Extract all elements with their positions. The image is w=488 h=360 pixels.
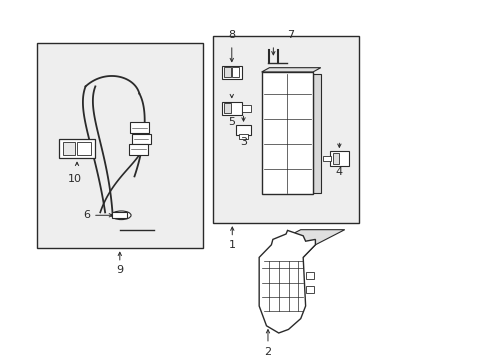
Text: 8: 8 bbox=[228, 30, 235, 40]
Bar bbox=[132, 134, 150, 144]
Text: 9: 9 bbox=[116, 265, 123, 275]
Bar bbox=[212, 36, 359, 223]
Bar bbox=[323, 156, 330, 161]
Polygon shape bbox=[261, 68, 320, 72]
Bar bbox=[261, 72, 312, 194]
Bar bbox=[37, 43, 203, 248]
Text: 3: 3 bbox=[240, 137, 246, 147]
Bar bbox=[112, 212, 127, 218]
Bar bbox=[221, 66, 242, 79]
Bar bbox=[59, 139, 95, 158]
Bar bbox=[329, 151, 348, 166]
Bar bbox=[224, 103, 230, 113]
Bar bbox=[242, 105, 250, 112]
Bar bbox=[128, 144, 148, 155]
Bar bbox=[62, 142, 75, 155]
Text: 6: 6 bbox=[83, 210, 90, 220]
Ellipse shape bbox=[111, 211, 131, 220]
Text: 2: 2 bbox=[264, 347, 271, 357]
Bar bbox=[305, 286, 314, 293]
Bar bbox=[232, 67, 239, 77]
Text: 7: 7 bbox=[286, 30, 293, 40]
Bar bbox=[238, 134, 248, 139]
Bar bbox=[77, 142, 91, 155]
Bar bbox=[332, 153, 338, 164]
Text: 10: 10 bbox=[67, 174, 81, 184]
Bar bbox=[129, 122, 149, 133]
Text: 4: 4 bbox=[335, 167, 342, 177]
Bar bbox=[221, 102, 242, 115]
Bar bbox=[305, 272, 314, 279]
Polygon shape bbox=[259, 230, 315, 333]
Text: 5: 5 bbox=[228, 117, 235, 127]
Text: 1: 1 bbox=[228, 240, 235, 250]
Bar bbox=[236, 125, 250, 135]
Polygon shape bbox=[271, 230, 344, 257]
Bar bbox=[312, 74, 320, 193]
Bar bbox=[224, 67, 230, 77]
